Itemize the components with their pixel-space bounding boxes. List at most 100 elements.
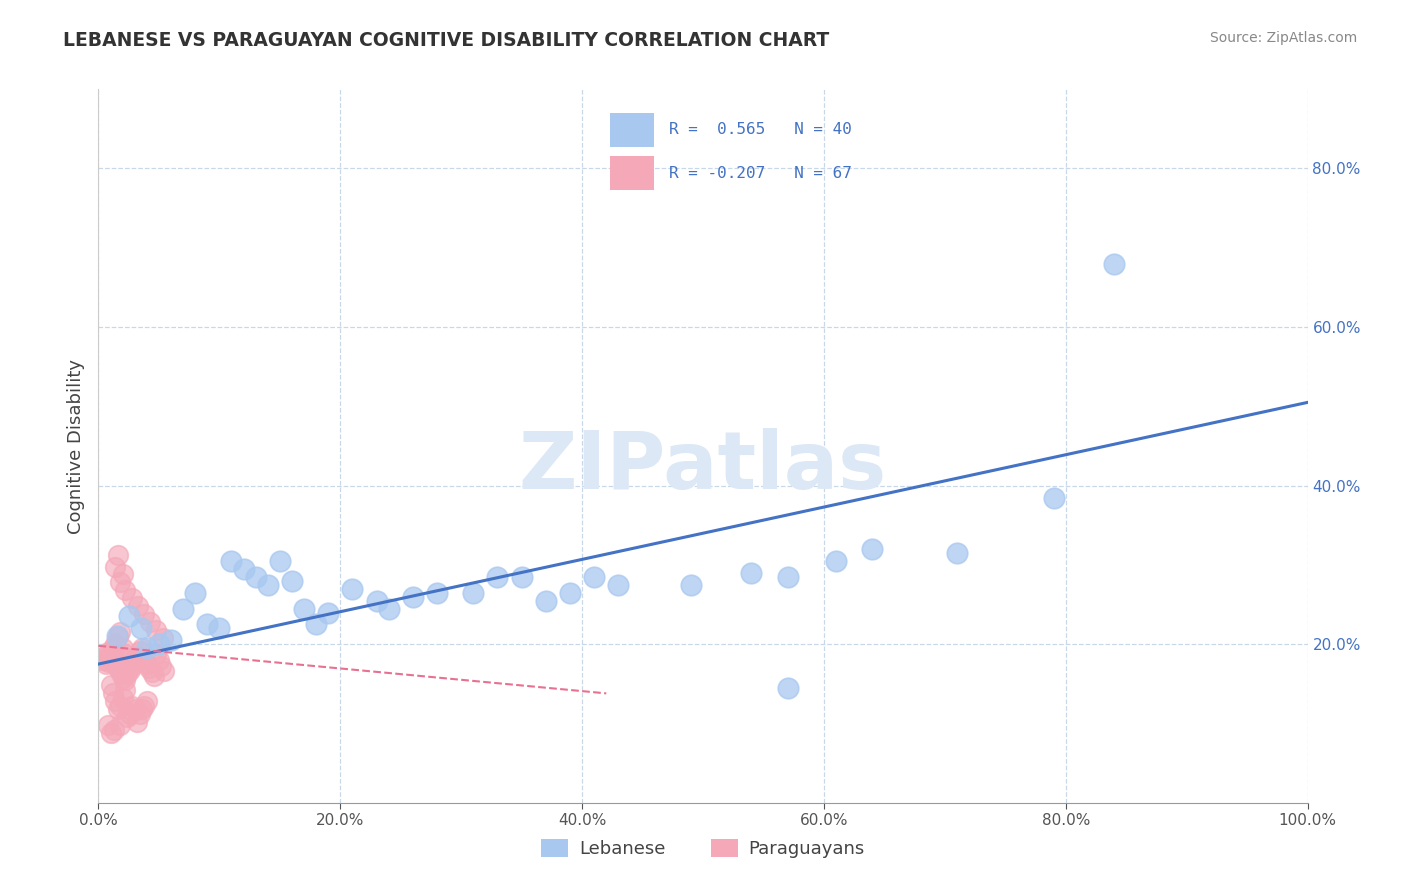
Point [100, 678, 122, 692]
Point [101, 641, 124, 656]
Point [117, 651, 139, 665]
Point [107, 661, 129, 675]
Point [150, 659, 173, 673]
Point [118, 706, 141, 721]
Point [121, 591, 143, 606]
Point [103, 723, 125, 737]
Point [128, 706, 150, 721]
Point [160, 633, 183, 648]
Point [134, 651, 156, 665]
Point [946, 546, 969, 560]
Point [860, 542, 883, 557]
Point [245, 570, 267, 584]
Point [104, 657, 127, 671]
Point [107, 629, 129, 643]
Legend: Lebanese, Paraguayans: Lebanese, Paraguayans [534, 831, 872, 865]
Point [131, 702, 153, 716]
Point [172, 601, 194, 615]
Point [143, 669, 166, 683]
Point [101, 686, 124, 700]
Point [510, 570, 533, 584]
Point [104, 694, 127, 708]
Point [825, 554, 848, 568]
Point [1102, 257, 1125, 271]
Point [127, 649, 149, 664]
Point [118, 609, 141, 624]
Point [679, 578, 702, 592]
Point [135, 641, 157, 656]
Point [111, 567, 134, 582]
Point [184, 585, 207, 599]
Point [138, 661, 160, 675]
Text: ZIPatlas: ZIPatlas [519, 428, 887, 507]
Point [121, 699, 143, 714]
Point [148, 653, 170, 667]
Point [118, 663, 141, 677]
Point [124, 655, 146, 669]
Point [342, 582, 364, 596]
Point [135, 657, 157, 671]
Point [152, 631, 174, 645]
Point [316, 606, 339, 620]
Point [558, 585, 581, 599]
Point [134, 699, 156, 714]
Point [100, 647, 122, 661]
Point [114, 673, 136, 687]
Point [145, 647, 167, 661]
Point [534, 593, 557, 607]
Point [221, 554, 243, 568]
Point [108, 665, 131, 679]
Point [117, 710, 139, 724]
Point [111, 691, 134, 706]
Point [91, 653, 114, 667]
Point [100, 726, 122, 740]
Point [256, 578, 278, 592]
Point [145, 623, 167, 637]
Point [292, 601, 315, 615]
Point [377, 601, 399, 615]
Point [94, 649, 117, 664]
Point [232, 562, 254, 576]
Point [366, 593, 388, 607]
Y-axis label: Cognitive Disability: Cognitive Disability [66, 359, 84, 533]
Point [117, 667, 139, 681]
Point [101, 649, 124, 664]
Point [607, 578, 630, 592]
Point [127, 714, 149, 729]
Point [152, 664, 174, 678]
Point [114, 647, 136, 661]
Point [111, 641, 134, 656]
Point [107, 702, 129, 716]
Point [776, 570, 799, 584]
Point [104, 637, 127, 651]
Point [114, 683, 136, 698]
Point [1042, 491, 1064, 505]
Point [121, 659, 143, 673]
Point [134, 607, 156, 621]
Point [131, 641, 153, 656]
Point [128, 643, 150, 657]
Point [141, 665, 163, 679]
Point [100, 647, 122, 661]
Point [195, 617, 218, 632]
Point [94, 657, 117, 671]
Point [583, 570, 606, 584]
Text: Source: ZipAtlas.com: Source: ZipAtlas.com [1209, 31, 1357, 45]
Point [135, 694, 157, 708]
Point [104, 559, 127, 574]
Point [486, 570, 509, 584]
Point [776, 681, 799, 695]
Text: LEBANESE VS PARAGUAYAN COGNITIVE DISABILITY CORRELATION CHART: LEBANESE VS PARAGUAYAN COGNITIVE DISABIL… [63, 31, 830, 50]
Point [127, 599, 149, 614]
Point [740, 566, 762, 580]
Point [97, 718, 120, 732]
Point [107, 549, 129, 563]
Point [129, 621, 152, 635]
Point [402, 590, 425, 604]
Point [305, 617, 328, 632]
Point [108, 718, 131, 732]
Point [426, 585, 449, 599]
Point [269, 554, 291, 568]
Point [139, 615, 162, 629]
Point [108, 625, 131, 640]
